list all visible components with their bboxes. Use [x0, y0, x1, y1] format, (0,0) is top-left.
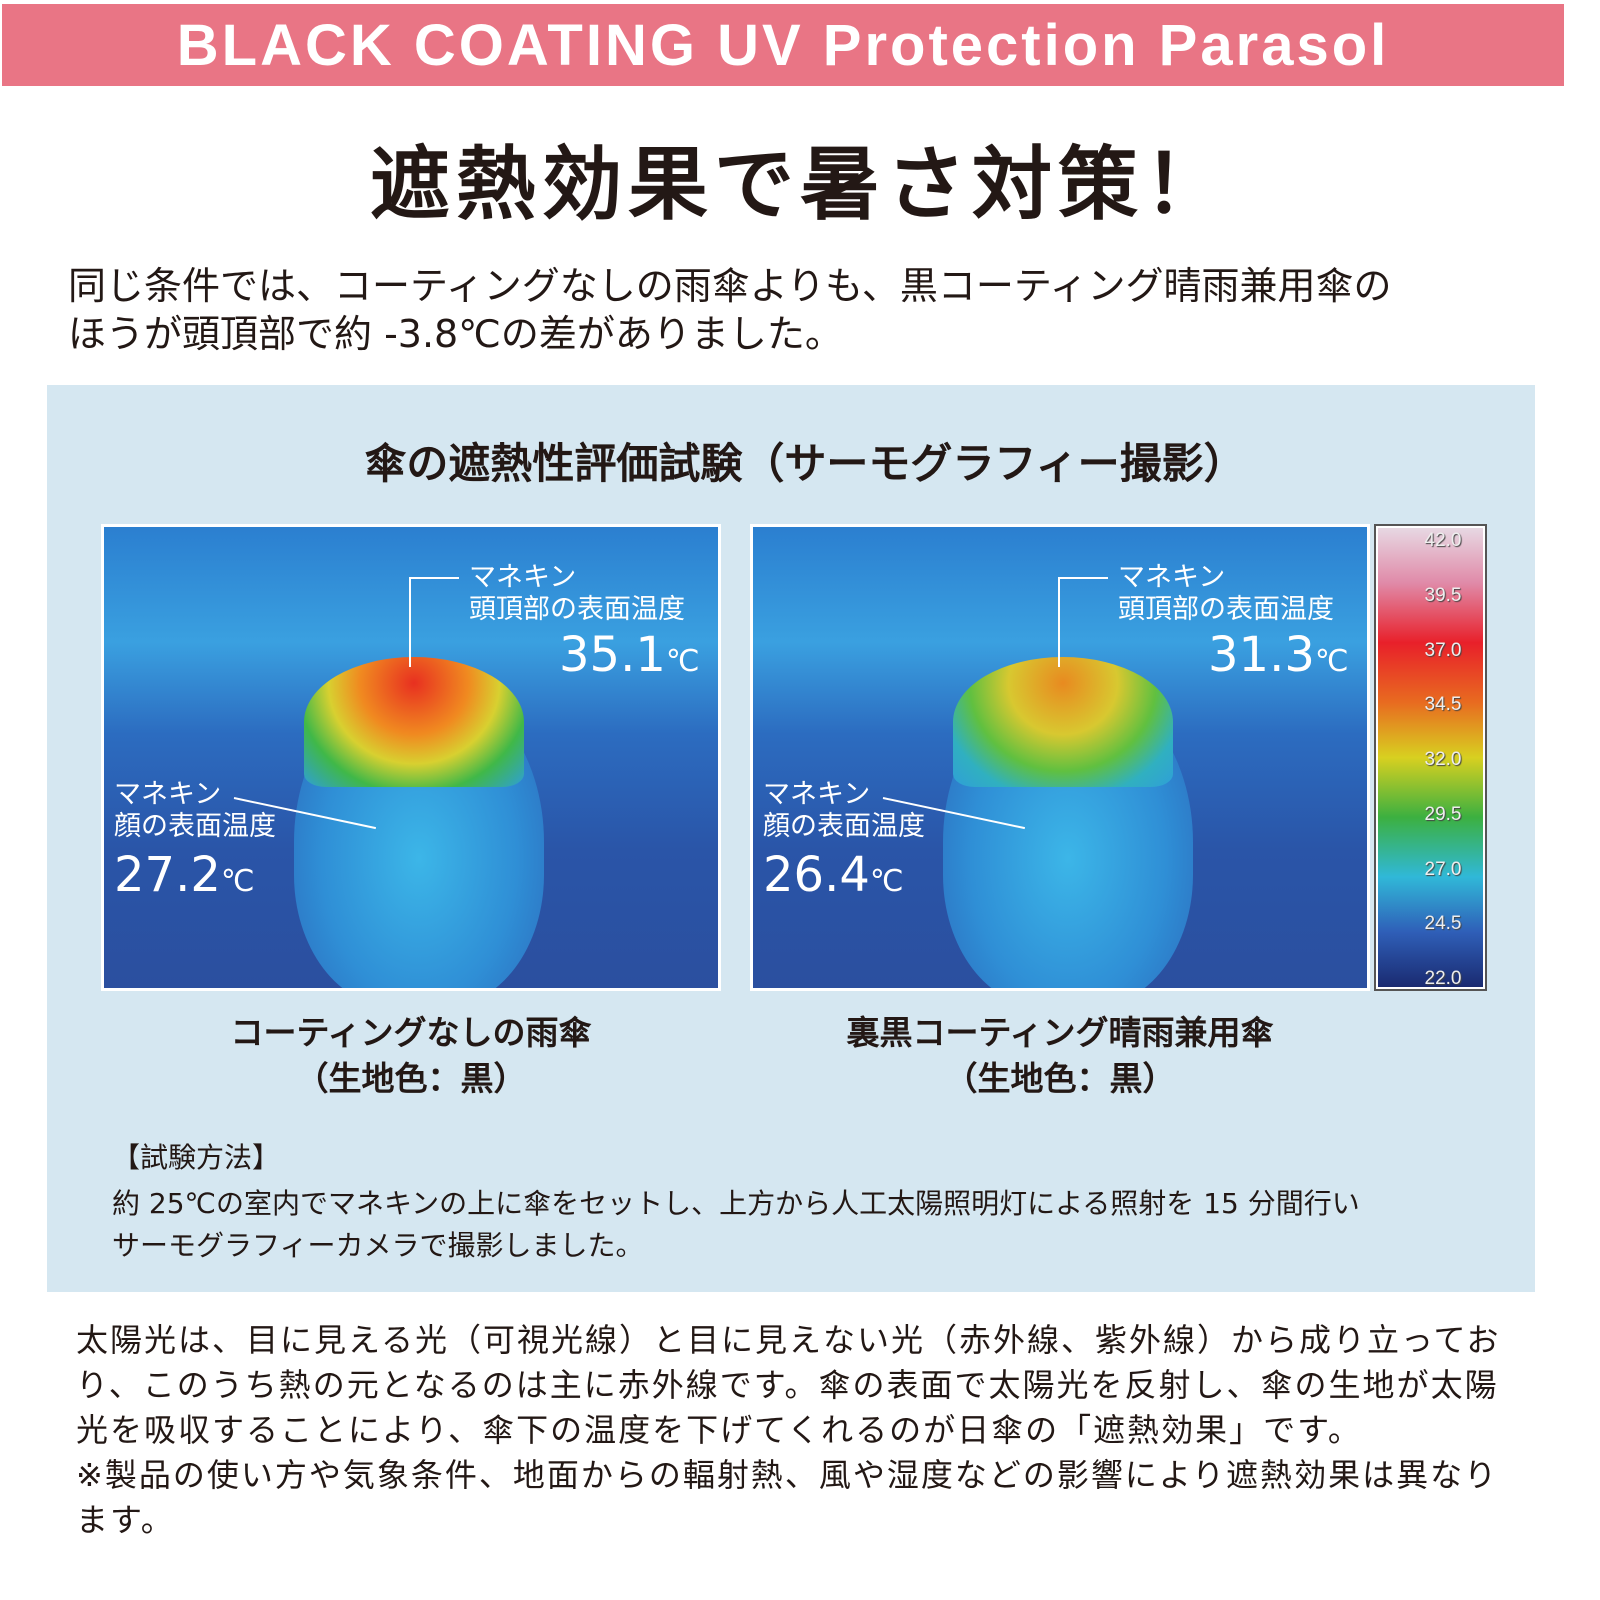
- caption-coated: 裏黒コーティング晴雨兼用傘 （生地色：黒）: [846, 1013, 1274, 1098]
- thermal-image-uncoated: マネキン 頭頂部の表面温度 35.1℃ マネキン 顔の表面温度 27.2℃: [101, 524, 721, 991]
- head-label: マネキン 頭頂部の表面温度: [469, 562, 685, 625]
- colorbar-tick: 39.5: [1424, 584, 1462, 606]
- temperature-colorbar: 42.0 39.5 37.0 34.5 32.0 29.5 27.0 24.5 22.0: [1374, 524, 1487, 991]
- colorbar-tick: 34.5: [1424, 694, 1462, 716]
- method-heading: 【試験方法】: [112, 1141, 281, 1174]
- method-line: 約 25℃の室内でマネキンの上に傘をセットし、上方から人工太陽照明灯による照射を…: [112, 1187, 1360, 1220]
- panel-title: 傘の遮熱性評価試験（サーモグラフィー撮影）: [364, 439, 1246, 488]
- colorbar-tick: 27.0: [1424, 858, 1462, 880]
- colorbar-tick: 37.0: [1424, 639, 1462, 661]
- intro-text: 同じ条件では、コーティングなしの雨傘よりも、黒コーティング晴雨兼用傘の ほうが頭…: [68, 262, 1548, 358]
- header-banner: BLACK COATING UV Protection Parasol: [2, 4, 1564, 86]
- headline: 遮熱効果で暑さ対策！: [370, 138, 1230, 231]
- head-heat: [304, 657, 524, 787]
- thermal-image-coated: マネキン 頭頂部の表面温度 31.3℃ マネキン 顔の表面温度 26.4℃: [750, 524, 1370, 991]
- face-label: マネキン 顔の表面温度: [114, 779, 276, 842]
- intro-line: 同じ条件では、コーティングなしの雨傘よりも、黒コーティング晴雨兼用傘の: [68, 264, 1392, 308]
- face-temp: 27.2℃: [114, 847, 255, 903]
- footer-line: り、このうち熱の元となるのは主に赤外線です。傘の表面で太陽光を反射し、傘の生地が…: [76, 1366, 1499, 1404]
- footer-line: 太陽光は、目に見える光（可視光線）と目に見えない光（赤外線、紫外線）から成り立っ…: [76, 1321, 1501, 1359]
- colorbar-tick: 29.5: [1424, 803, 1462, 825]
- test-method: 【試験方法】 約 25℃の室内でマネキンの上に傘をセットし、上方から人工太陽照明…: [112, 1137, 1532, 1267]
- footer-line: 光を吸収することにより、傘下の温度を下げてくれるのが日傘の「遮熱効果」です。: [76, 1411, 1362, 1449]
- footer-line: ※製品の使い方や気象条件、地面からの輻射熱、風や湿度などの影響により遮熱効果は異…: [76, 1456, 1499, 1494]
- caption-uncoated: コーティングなしの雨傘 （生地色：黒）: [230, 1013, 592, 1098]
- colorbar-tick: 24.5: [1424, 913, 1462, 935]
- head-temp: 35.1℃: [559, 627, 700, 683]
- head-temp: 31.3℃: [1208, 627, 1349, 683]
- face-label: マネキン 顔の表面温度: [763, 779, 925, 842]
- colorbar-tick: 32.0: [1424, 749, 1462, 770]
- footer-line: ます。: [76, 1501, 175, 1539]
- colorbar-tick: 42.0: [1424, 530, 1462, 551]
- head-heat: [953, 657, 1173, 787]
- footer-text: 太陽光は、目に見える光（可視光線）と目に見えない光（赤外線、紫外線）から成り立っ…: [76, 1318, 1526, 1543]
- colorbar-tick: 22.0: [1424, 968, 1462, 989]
- method-line: サーモグラフィーカメラで撮影しました。: [112, 1229, 644, 1262]
- face-temp: 26.4℃: [763, 847, 904, 903]
- head-label: マネキン 頭頂部の表面温度: [1118, 562, 1334, 625]
- intro-line: ほうが頭頂部で約 -3.8℃の差がありました。: [68, 312, 843, 356]
